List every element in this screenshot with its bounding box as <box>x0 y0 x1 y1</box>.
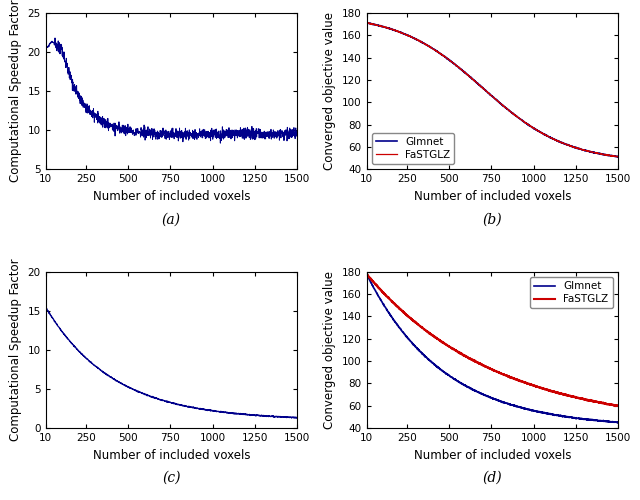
Line: FaSTGLZ: FaSTGLZ <box>367 22 618 157</box>
FaSTGLZ <box>363 20 371 26</box>
FaSTGLZ <box>479 362 486 368</box>
Y-axis label: Computational Speedup Factor: Computational Speedup Factor <box>9 0 22 182</box>
FaSTGLZ <box>614 154 622 160</box>
FaSTGLZ <box>471 78 479 84</box>
Glmnet <box>363 271 371 277</box>
FaSTGLZ <box>363 20 371 26</box>
Glmnet <box>363 20 371 26</box>
Y-axis label: Converged objective value: Converged objective value <box>323 271 337 429</box>
FaSTGLZ <box>441 54 449 60</box>
FaSTGLZ <box>479 84 486 90</box>
Text: (a): (a) <box>162 212 180 226</box>
FaSTGLZ <box>614 402 622 408</box>
Glmnet <box>441 370 449 376</box>
Line: FaSTGLZ: FaSTGLZ <box>367 274 618 406</box>
Y-axis label: Computational Speedup Factor: Computational Speedup Factor <box>9 258 22 442</box>
Glmnet <box>471 78 479 84</box>
Glmnet <box>479 84 486 90</box>
Glmnet <box>438 367 445 373</box>
FaSTGLZ <box>365 274 373 280</box>
X-axis label: Number of included voxels: Number of included voxels <box>413 448 571 462</box>
Glmnet <box>479 391 486 397</box>
FaSTGLZ <box>363 271 371 277</box>
Glmnet <box>614 420 622 426</box>
Glmnet <box>614 420 621 426</box>
Y-axis label: Converged objective value: Converged objective value <box>323 12 337 170</box>
Text: (c): (c) <box>162 471 180 485</box>
FaSTGLZ <box>365 20 373 26</box>
FaSTGLZ <box>545 134 553 140</box>
FaSTGLZ <box>438 52 445 58</box>
Glmnet <box>438 52 445 58</box>
FaSTGLZ <box>438 338 445 344</box>
Legend: Glmnet, FaSTGLZ: Glmnet, FaSTGLZ <box>372 132 454 164</box>
X-axis label: Number of included voxels: Number of included voxels <box>93 448 250 462</box>
Glmnet <box>471 388 479 394</box>
Glmnet <box>441 54 449 60</box>
Text: (d): (d) <box>483 471 502 485</box>
Glmnet <box>614 154 622 160</box>
Glmnet <box>545 134 553 140</box>
Line: Glmnet: Glmnet <box>367 274 618 423</box>
Glmnet <box>545 411 553 417</box>
FaSTGLZ <box>471 358 479 364</box>
FaSTGLZ <box>545 388 553 394</box>
FaSTGLZ <box>614 154 621 160</box>
Glmnet <box>365 20 373 26</box>
Line: Glmnet: Glmnet <box>367 22 618 157</box>
FaSTGLZ <box>441 340 449 346</box>
X-axis label: Number of included voxels: Number of included voxels <box>93 190 250 202</box>
FaSTGLZ <box>612 403 620 409</box>
Legend: Glmnet, FaSTGLZ: Glmnet, FaSTGLZ <box>530 277 612 308</box>
Glmnet <box>365 276 373 282</box>
X-axis label: Number of included voxels: Number of included voxels <box>413 190 571 202</box>
Text: (b): (b) <box>483 212 502 226</box>
